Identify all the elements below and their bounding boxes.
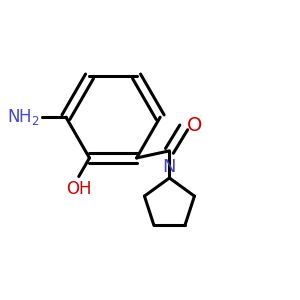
- Text: OH: OH: [66, 180, 92, 198]
- Text: O: O: [187, 116, 202, 136]
- Text: NH$_2$: NH$_2$: [8, 107, 40, 127]
- Text: N: N: [163, 158, 176, 176]
